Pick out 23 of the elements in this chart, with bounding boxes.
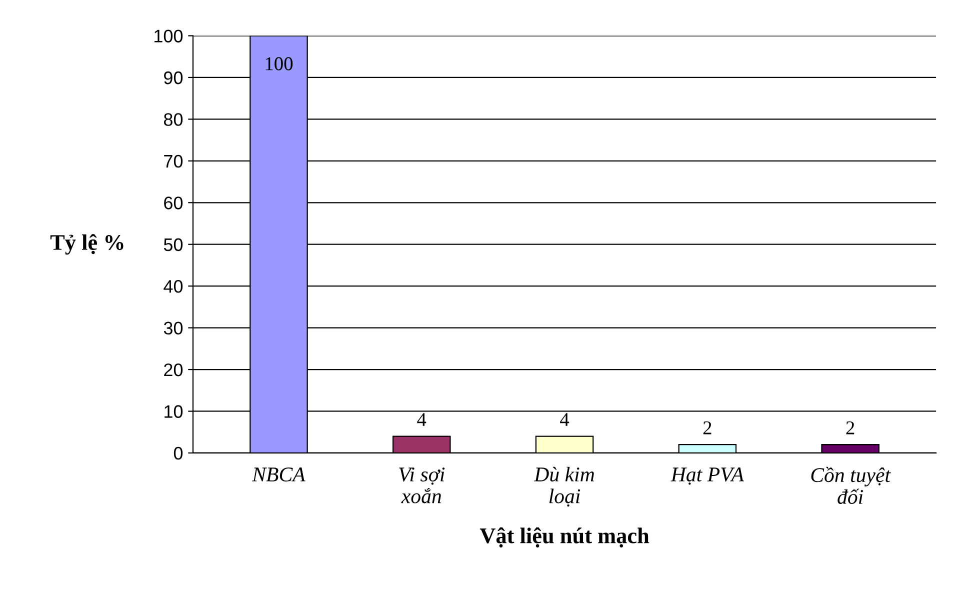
data-label: 4 bbox=[417, 413, 426, 426]
y-tick-label: 90 bbox=[164, 71, 183, 84]
x-tick-label: Cồn tuyệt đối bbox=[811, 466, 891, 504]
y-tick-label: 100 bbox=[154, 30, 183, 42]
y-tick-label: 0 bbox=[174, 446, 183, 460]
data-label: 2 bbox=[846, 421, 854, 434]
x-tick-label: Hạt PVA bbox=[670, 468, 744, 485]
y-tick-label: 40 bbox=[164, 280, 183, 293]
y-tick-label: 30 bbox=[164, 322, 183, 335]
y-tick-label: 20 bbox=[164, 363, 183, 376]
y-tick-label: 60 bbox=[164, 196, 183, 210]
y-tick-label: 10 bbox=[164, 405, 183, 418]
y-tick-label: 50 bbox=[164, 238, 183, 252]
y-axis-title: Tỷ lệ % bbox=[50, 234, 124, 255]
y-tick-label: 80 bbox=[164, 113, 183, 126]
data-label: 100 bbox=[266, 57, 293, 70]
x-tick-label: Dù kim loại bbox=[534, 466, 594, 507]
data-label: 2 bbox=[703, 421, 712, 434]
data-label: 4 bbox=[560, 413, 570, 426]
x-axis-title: Vật liệu nút mạch bbox=[480, 527, 650, 548]
x-tick-label: Vi sợi xoắn bbox=[399, 468, 445, 504]
y-tick-label: 70 bbox=[164, 154, 183, 168]
x-tick-label: NBCA bbox=[252, 468, 306, 482]
